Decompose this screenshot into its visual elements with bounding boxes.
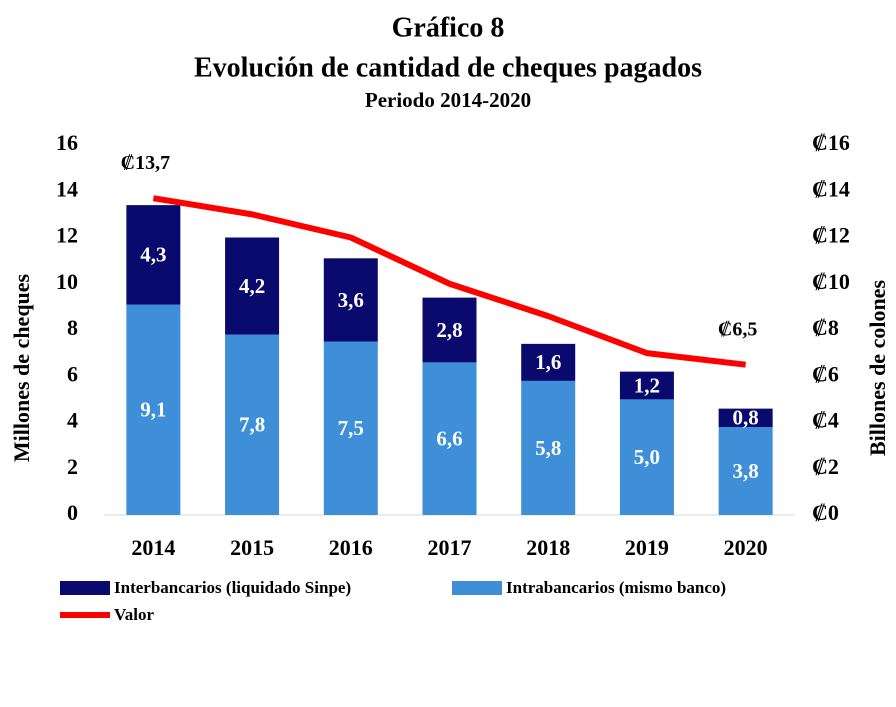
data-label: 3,6 <box>338 288 364 312</box>
y-tick-label: 0 <box>67 500 78 525</box>
data-label: 7,5 <box>338 416 364 440</box>
data-label: 3,8 <box>733 459 759 483</box>
x-tick-label: 2019 <box>625 535 669 560</box>
x-tick-label: 2017 <box>428 535 472 560</box>
data-label: 9,1 <box>140 398 166 422</box>
data-label: 4,2 <box>239 274 265 298</box>
y-tick-label: 8 <box>67 315 78 340</box>
bar-segment <box>521 380 576 515</box>
bar-segment <box>521 343 576 381</box>
y-tick-label: 12 <box>56 223 78 248</box>
y-tick-label: 4 <box>67 408 78 433</box>
y2-tick-label: ₡12 <box>812 223 850 248</box>
data-label: 5,8 <box>535 436 561 460</box>
data-label: 4,3 <box>140 243 166 267</box>
y2-axis-label: Billones de colones <box>865 280 890 456</box>
y2-tick-label: ₡2 <box>812 454 839 479</box>
bar-segment <box>225 237 280 335</box>
legend-swatch <box>60 581 110 595</box>
bar-segment <box>225 334 280 515</box>
data-label: ₡13,7 <box>121 152 170 174</box>
line <box>152 195 746 368</box>
bar-segment <box>126 304 181 515</box>
data-label: 1,2 <box>634 373 660 397</box>
bar-segment <box>323 258 378 342</box>
data-label: 6,6 <box>436 427 462 451</box>
data-label: 7,8 <box>239 413 265 437</box>
bar-segment <box>718 427 773 515</box>
data-label: 2,8 <box>436 318 462 342</box>
y-tick-label: 14 <box>56 176 78 201</box>
legend-swatch <box>452 581 502 595</box>
legend-label: Intrabancarios (mismo banco) <box>506 578 726 597</box>
chart-subtitle: Periodo 2014-2020 <box>365 88 531 112</box>
bar-segment <box>619 371 674 400</box>
legend-label: Interbancarios (liquidado Sinpe) <box>114 578 351 597</box>
bar-segment <box>422 297 477 363</box>
y2-tick-label: ₡4 <box>812 408 839 433</box>
bar-segment <box>718 408 773 428</box>
bar-segment <box>422 362 477 515</box>
y-tick-label: 2 <box>67 454 78 479</box>
x-tick-label: 2018 <box>526 535 570 560</box>
bar-segment <box>323 341 378 515</box>
x-tick-label: 2015 <box>230 535 274 560</box>
y2-tick-label: ₡0 <box>812 500 839 525</box>
chart-title: Gráfico 8 <box>392 12 505 43</box>
x-tick-label: 2016 <box>329 535 373 560</box>
y-tick-label: 16 <box>56 130 78 155</box>
y2-tick-label: ₡16 <box>812 130 850 155</box>
x-tick-label: 2014 <box>131 535 175 560</box>
y-tick-label: 6 <box>67 361 78 386</box>
bar-segment <box>619 399 674 515</box>
y2-tick-label: ₡10 <box>812 269 850 294</box>
data-label: 5,0 <box>634 445 660 469</box>
data-label: 1,6 <box>535 350 561 374</box>
y-tick-label: 10 <box>56 269 78 294</box>
y2-tick-label: ₡14 <box>812 176 850 201</box>
y2-tick-label: ₡6 <box>812 361 839 386</box>
bar-segment <box>126 205 181 305</box>
x-tick-label: 2020 <box>724 535 768 560</box>
legend-label: Valor <box>114 605 154 624</box>
data-label: 0,8 <box>733 406 759 430</box>
y2-tick-label: ₡8 <box>812 315 839 340</box>
y-axis-label: Millones de cheques <box>9 273 34 462</box>
chart-subtitle: Evolución de cantidad de cheques pagados <box>194 52 702 83</box>
data-label: ₡6,5 <box>718 318 757 340</box>
